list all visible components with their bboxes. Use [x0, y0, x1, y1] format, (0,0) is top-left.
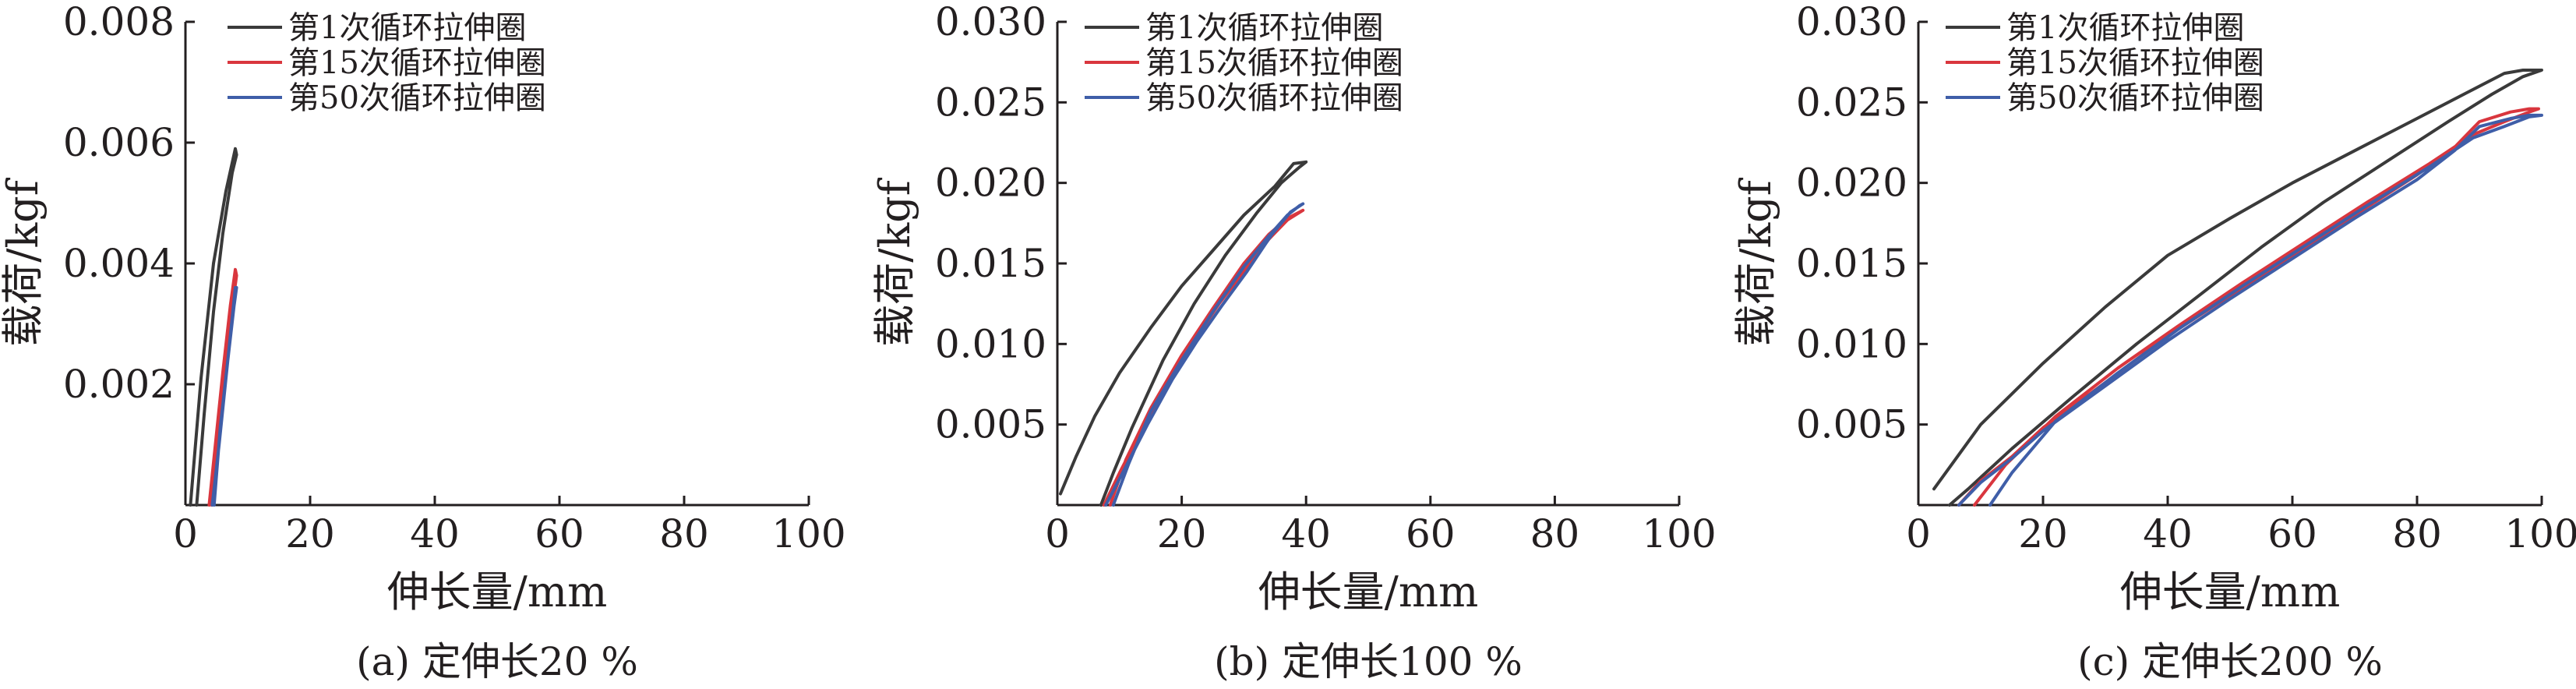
- panel-b: 0 20 40 60 80 100 0.005 0.010 0.015 0.020 0.025 0.0…: [870, 0, 1717, 684]
- series-line-2: [207, 267, 238, 507]
- x-tick-label: 100: [1642, 511, 1716, 556]
- y-tick-label: 0.010: [1796, 321, 1907, 366]
- y-tick-label: 0.002: [63, 362, 175, 407]
- y-axis-title: 载荷/kgf: [1731, 177, 1780, 346]
- legend-label: 第50次循环拉伸圈: [2006, 80, 2264, 116]
- y-tick-label: 0.004: [63, 241, 175, 286]
- y-tick-label: 0.006: [63, 120, 175, 165]
- series-line-1: [1932, 69, 2543, 507]
- x-tick-label: 0: [173, 511, 198, 556]
- x-tick-label: 60: [2267, 511, 2317, 556]
- y-tick-label: 0.005: [1796, 402, 1907, 447]
- y-tick-label: 0.015: [935, 241, 1046, 286]
- y-tick-label: 0.025: [935, 80, 1046, 125]
- x-tick-label: 60: [535, 511, 584, 556]
- x-axis-title: 伸长量/mm: [2120, 567, 2341, 617]
- y-tick-label: 0.030: [935, 0, 1046, 44]
- x-tick-label: 20: [2018, 511, 2068, 556]
- series-line-1: [189, 147, 238, 507]
- panel-caption: (a) 定伸长20 %: [356, 639, 638, 684]
- x-tick-label: 40: [410, 511, 460, 556]
- x-axis-title: 伸长量/mm: [1258, 567, 1479, 617]
- y-tick-label: 0.015: [1796, 241, 1907, 286]
- x-tick-label: 60: [1406, 511, 1456, 556]
- x-tick-label: 0: [1906, 511, 1931, 556]
- series-line-2: [1102, 208, 1305, 507]
- legend-label: 第50次循环拉伸圈: [288, 80, 546, 116]
- x-axis-title: 伸长量/mm: [387, 567, 608, 617]
- x-tick-label: 100: [2504, 511, 2576, 556]
- y-tick-label: 0.020: [1796, 161, 1907, 206]
- x-tick-label: 20: [285, 511, 335, 556]
- legend-label: 第1次循环拉伸圈: [1145, 10, 1383, 46]
- panel-a: 0 20 40 60 80 100 0.002 0.004 0.006 0.008 伸长量/mm 载荷…: [0, 0, 846, 684]
- y-tick-label: 0.025: [1796, 80, 1907, 125]
- legend-label: 第1次循环拉伸圈: [288, 10, 526, 46]
- legend-label: 第50次循环拉伸圈: [1145, 80, 1403, 116]
- series-line-3: [210, 286, 238, 507]
- x-tick-label: 40: [1281, 511, 1331, 556]
- x-tick-label: 0: [1045, 511, 1070, 556]
- series-line-2: [1957, 107, 2540, 507]
- legend-label: 第15次循环拉伸圈: [288, 45, 546, 81]
- y-axis-title: 载荷/kgf: [0, 177, 48, 346]
- series-line-3: [1104, 202, 1305, 507]
- x-tick-label: 80: [1530, 511, 1580, 556]
- panel-caption: (b) 定伸长100 %: [1214, 639, 1523, 684]
- y-tick-label: 0.008: [63, 0, 175, 44]
- x-tick-label: 20: [1157, 511, 1207, 556]
- series-line-1: [1059, 160, 1308, 507]
- x-tick-label: 40: [2143, 511, 2193, 556]
- y-tick-label: 0.030: [1796, 0, 1907, 44]
- legend-label: 第15次循环拉伸圈: [1145, 45, 1403, 81]
- legend-label: 第15次循环拉伸圈: [2006, 45, 2264, 81]
- y-axis-title: 载荷/kgf: [870, 177, 919, 346]
- x-tick-label: 80: [659, 511, 709, 556]
- x-tick-label: 80: [2392, 511, 2442, 556]
- panel-c: 0 20 40 60 80 100 0.005 0.010 0.015 0.020 0.025 0.0…: [1731, 0, 2576, 684]
- series-line-3: [1957, 113, 2543, 507]
- y-tick-label: 0.010: [935, 321, 1046, 366]
- y-tick-label: 0.020: [935, 161, 1046, 206]
- panel-caption: (c) 定伸长200 %: [2077, 639, 2383, 684]
- y-tick-label: 0.005: [935, 402, 1046, 447]
- x-tick-label: 100: [771, 511, 845, 556]
- legend-label: 第1次循环拉伸圈: [2006, 10, 2244, 46]
